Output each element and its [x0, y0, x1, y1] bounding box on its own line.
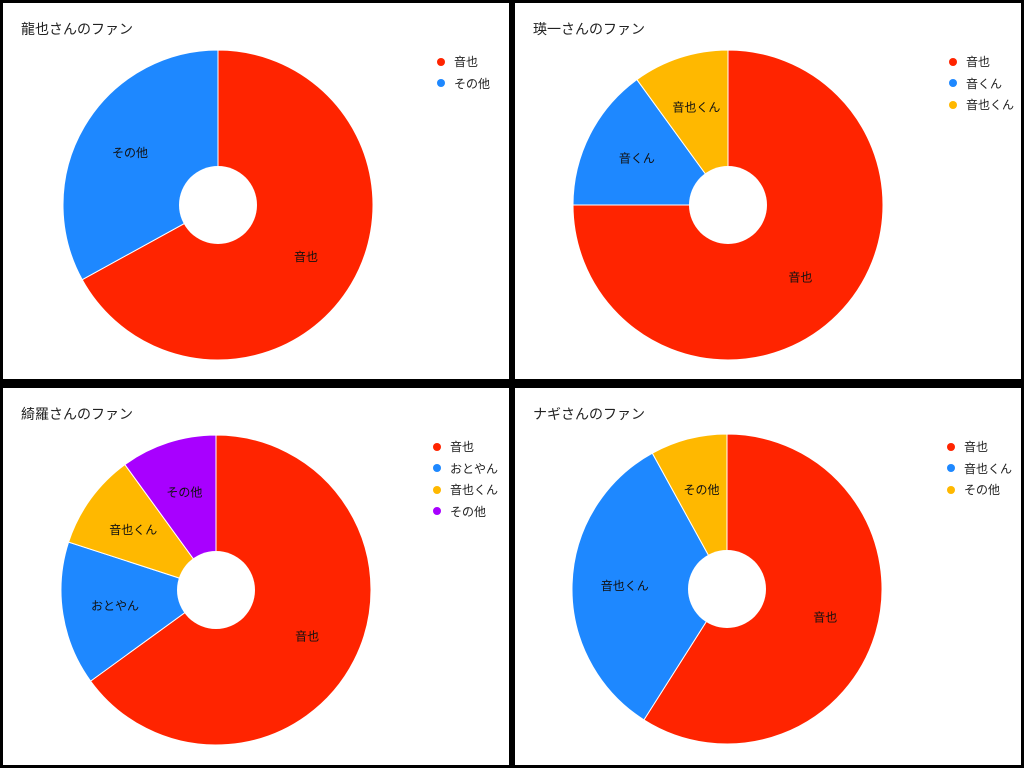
slice-label: 音也 [813, 610, 837, 625]
legend-label: 音也 [964, 440, 989, 455]
legend-swatch [949, 57, 957, 66]
slice-label: 音也 [295, 628, 319, 643]
donut-hole [688, 550, 766, 628]
legend-label: 音也 [454, 55, 479, 70]
legend-swatch [949, 79, 957, 88]
legend-entry: その他 [437, 73, 490, 95]
chart-panel-kira: 綺羅さんのファン 音也 おとやん 音也くん その他 音也 おとやん 音也くん その他 [3, 388, 509, 765]
legend-entry: 音也 [437, 51, 490, 73]
legend: 音也 その他 [437, 51, 490, 94]
legend-entry: その他 [947, 479, 1012, 501]
legend-label: 音也 [450, 440, 475, 455]
donut-chart: 音也 音也くん その他 [571, 433, 883, 745]
legend-entry: 音也くん [433, 479, 498, 501]
legend-swatch [437, 79, 445, 88]
donut-slice [62, 49, 219, 281]
legend-label: 音也くん [450, 483, 499, 498]
legend-label: 音也くん [966, 98, 1015, 113]
slice-label: その他 [684, 483, 720, 497]
chart-title: 龍也さんのファン [21, 22, 133, 38]
legend: 音也おとやん音也くんその他 [433, 436, 498, 522]
legend-label: その他 [450, 504, 487, 519]
donut-slice [572, 78, 729, 206]
legend-swatch [433, 464, 441, 473]
slice-label: 音也くん [109, 522, 157, 537]
chart-panel-nagi: ナギさんのファン 音也 音也くん その他 音也 音也くん その他 [515, 388, 1021, 765]
legend-swatch [947, 464, 955, 473]
legend-swatch [433, 485, 441, 494]
slice-label: 音也くん [601, 578, 649, 593]
legend-label: おとやん [450, 461, 499, 476]
slice-label: 音くん [619, 151, 655, 166]
legend-entry: その他 [433, 501, 498, 523]
legend-swatch [437, 57, 445, 66]
legend-swatch [949, 100, 957, 109]
donut-slice [651, 433, 728, 590]
donut-slice [571, 452, 728, 721]
chart-title: 瑛一さんのファン [533, 22, 645, 38]
donut-slice [636, 49, 729, 207]
legend: 音也 音也くん その他 [947, 436, 1012, 501]
legend-entry: 音也くん [947, 458, 1012, 480]
donut-chart: 音也 その他 [62, 49, 374, 361]
slice-label: 音也くん [672, 100, 720, 115]
chart-title: ナギさんのファン [533, 407, 645, 423]
legend-swatch [947, 485, 955, 494]
donut-hole [689, 166, 767, 244]
donut-slice [60, 541, 218, 682]
legend-swatch [947, 442, 955, 451]
legend-entry: おとやん [433, 458, 498, 480]
legend-entry: 音也くん [949, 94, 1014, 116]
legend-entry: 音也 [947, 436, 1012, 458]
slice-label: その他 [166, 486, 202, 500]
donut-slice [67, 463, 218, 591]
legend-swatch [433, 442, 441, 451]
slice-label: 音也 [788, 269, 812, 284]
legend-entry: 音也 [433, 436, 498, 458]
legend-label: 音也くん [964, 461, 1013, 476]
donut-chart: 音也 音くん 音也くん [572, 49, 884, 361]
legend-label: 音也 [966, 55, 991, 70]
legend: 音也 音くん 音也くん [949, 51, 1014, 116]
chart-title: 綺羅さんのファン [21, 407, 133, 423]
legend-label: 音くん [966, 76, 1003, 91]
chart-panel-tatsuya: 龍也さんのファン 音也 その他 音也 その他 [3, 3, 509, 379]
legend-label: その他 [964, 483, 1001, 498]
slice-label: 音也 [294, 249, 318, 264]
donut-slice [572, 49, 884, 361]
legend-entry: 音也 [949, 51, 1014, 73]
chart-panel-eiichi: 瑛一さんのファン 音也 音くん 音也くん 音也 音くん 音也くん [515, 3, 1021, 379]
legend-label: その他 [454, 76, 491, 91]
legend-swatch [433, 507, 441, 516]
legend-entry: 音くん [949, 73, 1014, 95]
donut-chart: 音也 おとやん 音也くん その他 [60, 434, 372, 746]
slice-label: おとやん [91, 599, 139, 613]
donut-slice [124, 434, 217, 592]
slice-label: その他 [112, 146, 148, 160]
donut-hole [177, 551, 255, 629]
donut-hole [179, 166, 257, 244]
